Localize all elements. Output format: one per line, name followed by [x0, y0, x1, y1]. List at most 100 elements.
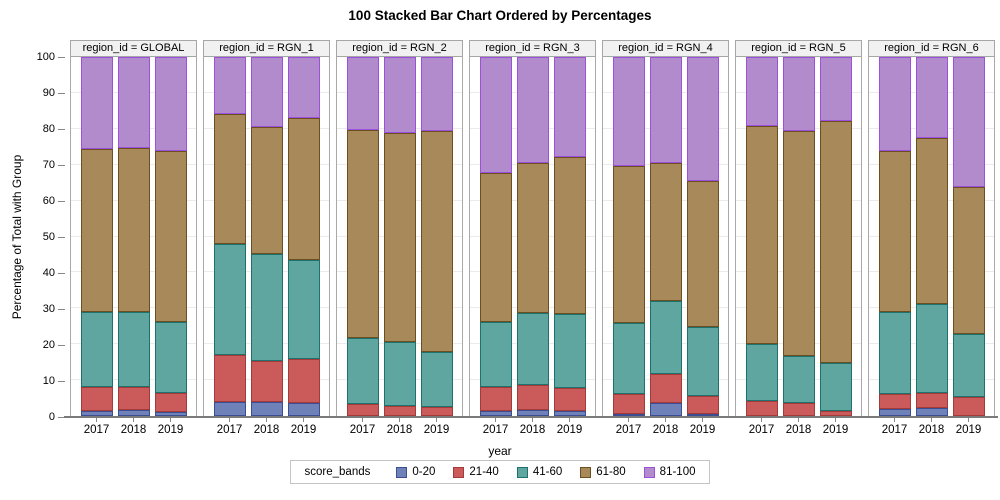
y-tick-label: 20 — [42, 339, 55, 351]
segment-0-20 — [154, 411, 187, 416]
stacked-bar-2017 — [878, 57, 911, 416]
x-tick-row — [868, 417, 995, 422]
facet-header: region_id = RGN_5 — [735, 40, 862, 57]
x-tick-label: 2018 — [652, 424, 679, 436]
y-tick-label: 60 — [42, 195, 55, 207]
legend-title: score_bands — [304, 466, 371, 478]
x-tick-mark — [665, 417, 666, 422]
stacked-bar-2018 — [383, 57, 416, 416]
bars-group — [869, 57, 994, 416]
x-tick-row — [735, 417, 862, 422]
x-tick-mark — [894, 417, 895, 422]
x-tick-row — [336, 417, 463, 422]
segment-81-100 — [553, 57, 586, 157]
segment-0-20 — [213, 402, 246, 416]
stacked-bar-2018 — [250, 57, 283, 416]
x-axis-title: year — [488, 444, 512, 458]
segment-41-60 — [80, 311, 113, 387]
facet-panel: region_id = RGN_1 2017 2018 2019 — [203, 40, 330, 436]
stacked-bar-2019 — [686, 57, 719, 416]
legend-label: 41-60 — [532, 466, 563, 478]
x-tick-label: 2018 — [120, 424, 147, 436]
bars-group — [71, 57, 196, 416]
facet-panel: region_id = GLOBAL 2017 2018 2019 — [70, 40, 197, 436]
y-tick-label: 50 — [42, 231, 55, 243]
segment-0-20 — [80, 410, 113, 416]
segment-41-60 — [782, 356, 815, 404]
segment-81-100 — [80, 57, 113, 149]
x-tick-label: 2019 — [290, 424, 317, 436]
x-tick-mark — [436, 417, 437, 422]
segment-21-40 — [80, 386, 113, 411]
x-axis-line — [64, 416, 998, 418]
x-tick-mark — [968, 417, 969, 422]
segment-81-100 — [782, 57, 815, 131]
bars-group — [337, 57, 462, 416]
plot-area — [70, 57, 197, 417]
x-tick-mark — [399, 417, 400, 422]
legend-entry: 61-80 — [580, 466, 626, 478]
segment-81-100 — [154, 57, 187, 152]
segment-81-100 — [952, 57, 985, 187]
segment-81-100 — [287, 57, 320, 119]
legend-swatch-61-80 — [580, 466, 592, 478]
stacked-bar-2019 — [553, 57, 586, 416]
segment-21-40 — [479, 387, 512, 411]
segment-0-20 — [553, 410, 586, 416]
y-tick-mark — [58, 92, 65, 94]
segment-21-40 — [745, 400, 778, 416]
y-tick-label: 40 — [42, 267, 55, 279]
segment-61-80 — [952, 186, 985, 334]
plot-area — [469, 57, 596, 417]
segment-81-100 — [745, 57, 778, 126]
bars-group — [470, 57, 595, 416]
segment-81-100 — [819, 57, 852, 121]
plot-area — [868, 57, 995, 417]
stacked-bar-2018 — [782, 57, 815, 416]
segment-61-80 — [612, 166, 645, 323]
x-tick-label: 2017 — [615, 424, 642, 436]
stacked-bar-2017 — [612, 57, 645, 416]
stacked-bar-2017 — [213, 57, 246, 416]
y-tick-mark — [58, 416, 65, 418]
segment-41-60 — [553, 314, 586, 389]
plot-area — [735, 57, 862, 417]
x-tick-mark — [761, 417, 762, 422]
segment-41-60 — [420, 352, 453, 407]
facet-header: region_id = RGN_3 — [469, 40, 596, 57]
segment-0-20 — [915, 408, 948, 416]
y-tick-label: 0 — [48, 411, 55, 423]
y-axis: 100 90 80 70 60 50 40 30 20 10 0 — [0, 51, 70, 423]
segment-21-40 — [346, 404, 379, 416]
x-tick-row — [469, 417, 596, 422]
stacked-bar-2019 — [420, 57, 453, 416]
legend-wrap: score_bands 0-20 21-40 41-60 61-80 81-100 — [0, 460, 1000, 484]
y-tick-mark — [58, 56, 65, 58]
facet-header: region_id = RGN_2 — [336, 40, 463, 57]
segment-61-80 — [287, 118, 320, 260]
segment-21-40 — [250, 361, 283, 403]
segment-21-40 — [819, 410, 852, 416]
x-tick-labels: 2017 2018 2019 — [70, 424, 197, 436]
x-tick-row — [70, 417, 197, 422]
segment-81-100 — [213, 57, 246, 115]
facet-panel: region_id = RGN_2 2017 2018 2019 — [336, 40, 463, 436]
x-tick-mark — [362, 417, 363, 422]
segment-0-20 — [287, 402, 320, 416]
segment-21-40 — [915, 393, 948, 409]
segment-21-40 — [686, 396, 719, 414]
y-tick-mark — [58, 200, 65, 202]
legend-label: 0-20 — [412, 466, 436, 478]
segment-21-40 — [420, 406, 453, 416]
segment-81-100 — [516, 57, 549, 163]
segment-61-80 — [878, 151, 911, 312]
segment-61-80 — [80, 148, 113, 312]
stacked-bar-2017 — [80, 57, 113, 416]
stacked-bar-2019 — [819, 57, 852, 416]
segment-61-80 — [383, 132, 416, 343]
legend-swatch-21-40 — [453, 466, 465, 478]
segment-41-60 — [287, 259, 320, 359]
y-tick-mark — [58, 344, 65, 346]
legend-label: 81-100 — [659, 466, 696, 478]
